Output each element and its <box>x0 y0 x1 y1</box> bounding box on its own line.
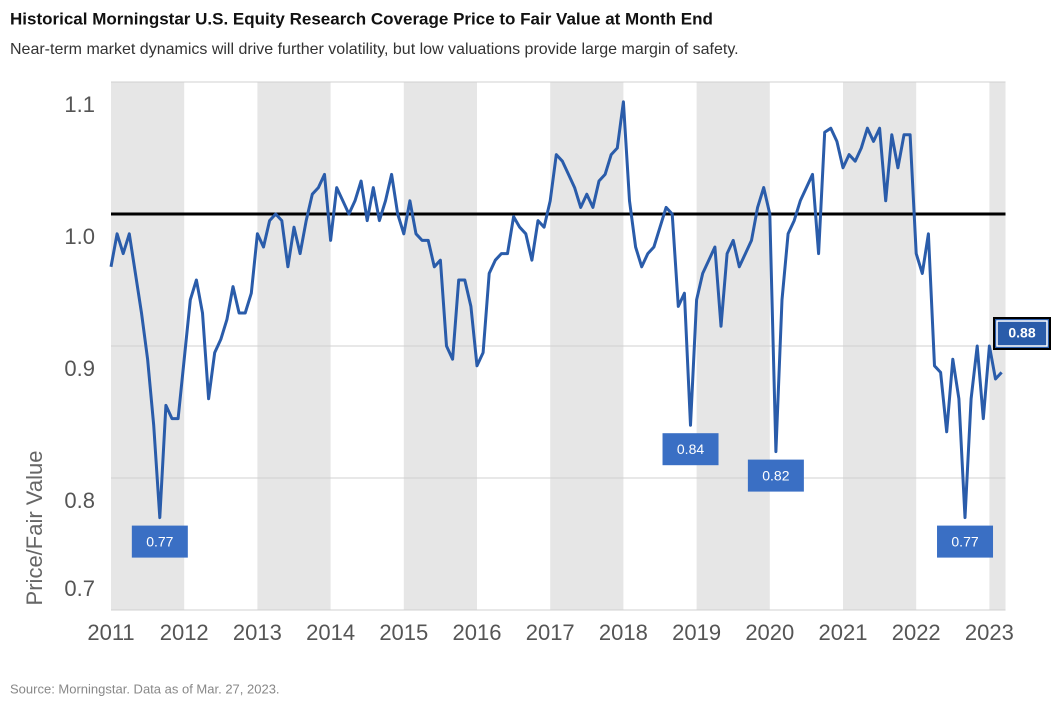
value-callout-label: 0.77 <box>146 533 173 549</box>
x-tick-label: 2022 <box>892 620 941 645</box>
y-tick-label: 1.1 <box>64 92 95 117</box>
value-callout-label: 0.88 <box>1008 325 1035 341</box>
x-tick-label: 2012 <box>160 620 209 645</box>
value-callout-box <box>662 433 719 466</box>
x-tick-label: 2018 <box>599 620 648 645</box>
value-callout-box <box>131 525 188 558</box>
x-tick-label: 2013 <box>233 620 282 645</box>
value-callout-inner <box>996 320 1048 347</box>
y-tick-label: 0.9 <box>64 356 95 381</box>
chart-subtitle: Near-term market dynamics will drive fur… <box>10 41 739 58</box>
y-axis-title: Price/Fair Value <box>22 451 47 606</box>
x-tick-label: 2021 <box>819 620 868 645</box>
x-tick-label: 2019 <box>672 620 721 645</box>
y-tick-label: 1.0 <box>64 224 95 249</box>
value-callout-box <box>747 459 804 492</box>
value-callout-label: 0.84 <box>677 441 704 457</box>
x-tick-label: 2023 <box>965 620 1014 645</box>
y-tick-label: 0.7 <box>64 576 95 601</box>
x-tick-label: 2020 <box>745 620 794 645</box>
x-tick-label: 2016 <box>453 620 502 645</box>
y-tick-label: 0.8 <box>64 488 95 513</box>
value-callout-box <box>937 525 994 558</box>
data-line <box>109 100 1003 520</box>
chart-title: Historical Morningstar U.S. Equity Resea… <box>10 9 713 28</box>
value-callout-box <box>993 317 1051 350</box>
x-tick-label: 2011 <box>87 620 134 645</box>
x-tick-label: 2017 <box>526 620 575 645</box>
value-callout-label: 0.82 <box>762 467 789 483</box>
x-tick-label: 2015 <box>379 620 428 645</box>
x-tick-label: 2014 <box>306 620 355 645</box>
value-callout-label: 0.77 <box>951 533 978 549</box>
source-note: Source: Morningstar. Data as of Mar. 27,… <box>10 681 280 696</box>
